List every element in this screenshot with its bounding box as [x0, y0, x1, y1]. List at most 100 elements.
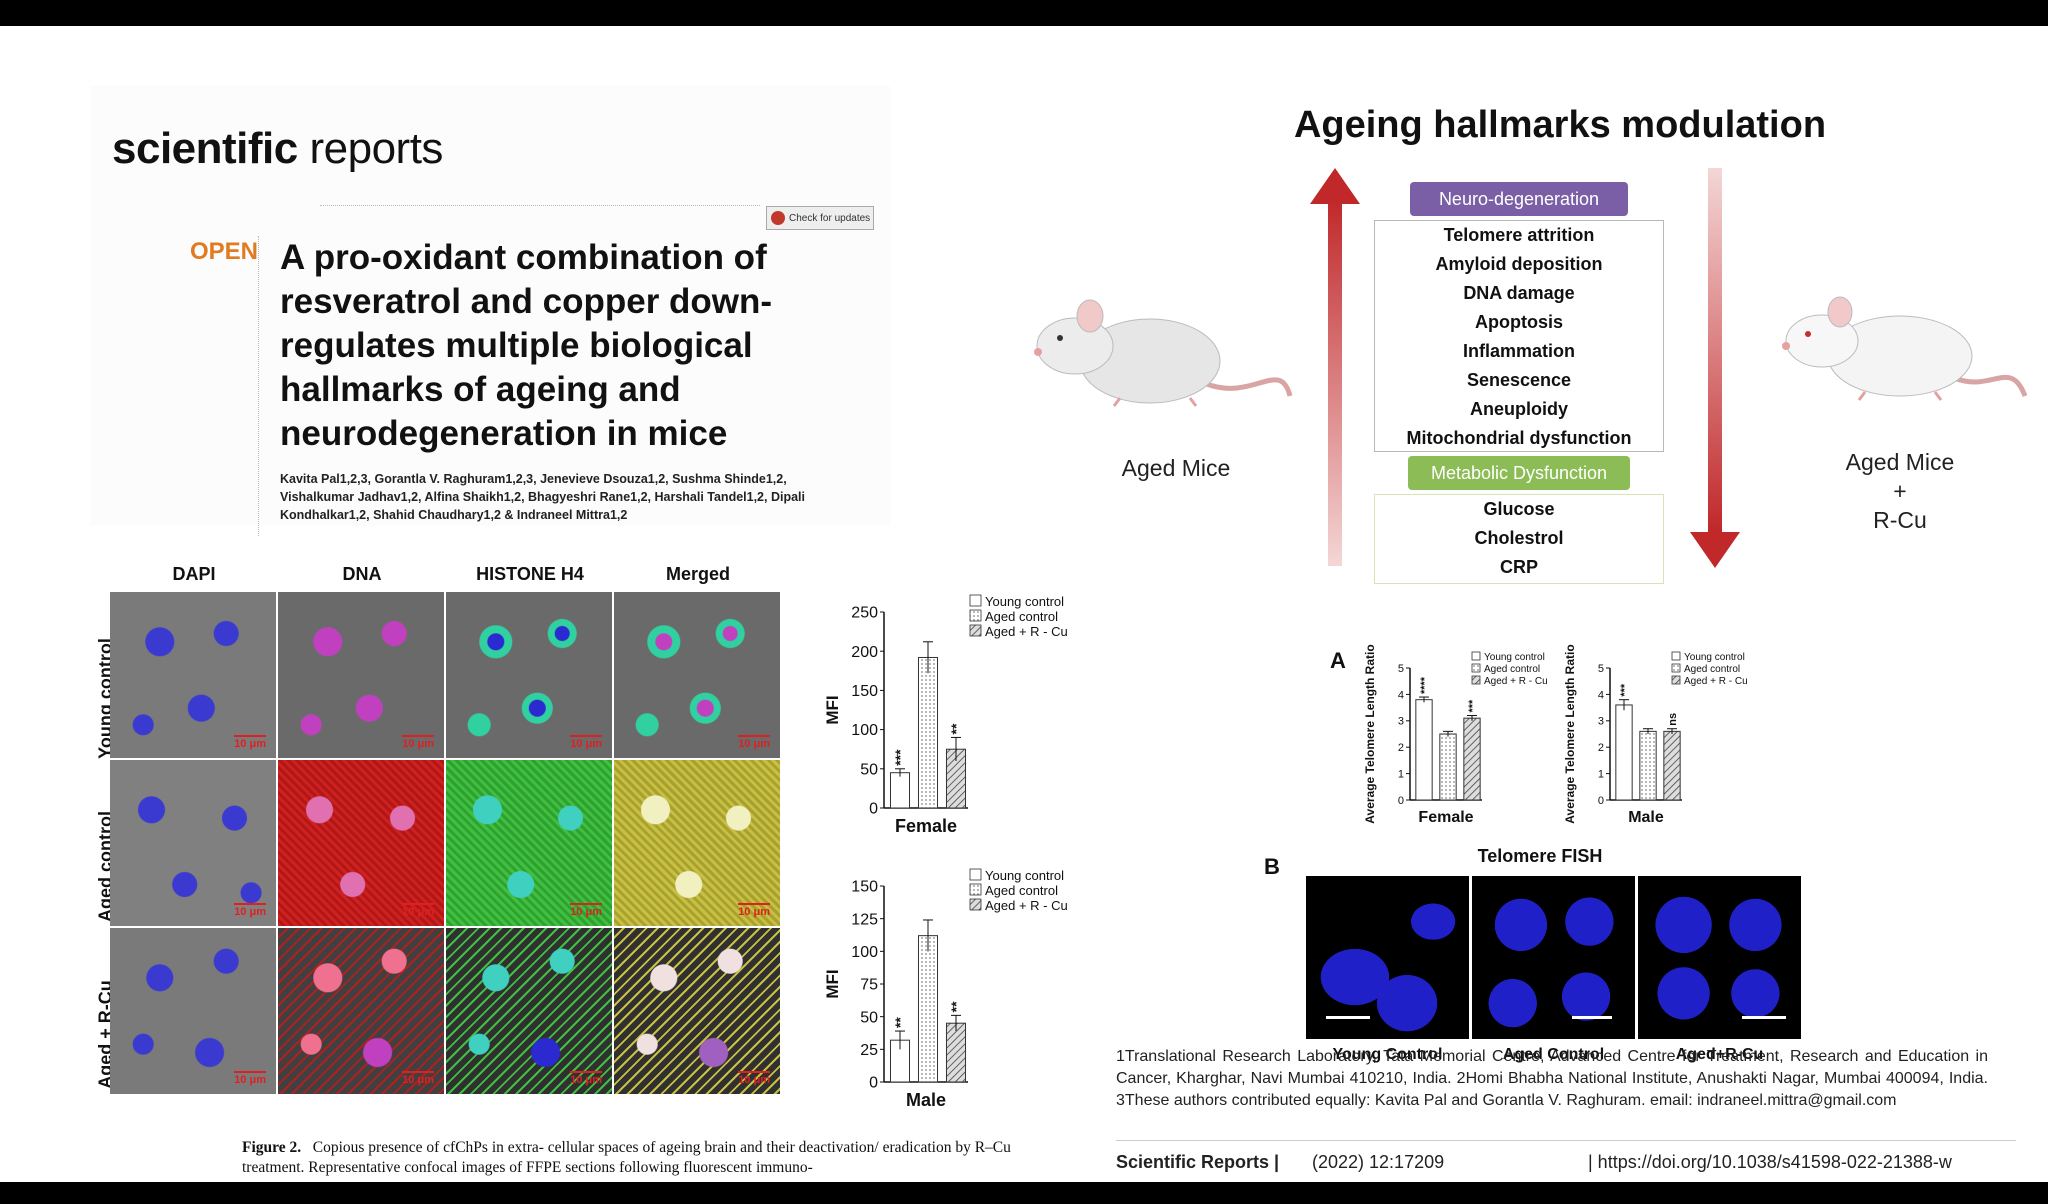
fish-image-young	[1306, 876, 1469, 1039]
y-tick-label: 100	[851, 944, 878, 961]
footer-rule	[1116, 1140, 2016, 1141]
header-vertical-rule	[258, 236, 259, 536]
chart-title: Male	[906, 1090, 946, 1106]
telomere-figure: A 0 1 2 3 4 5 Average Telomere Length Ratio ***…	[1250, 636, 1830, 1066]
y-tick-label: 200	[851, 644, 878, 661]
hallmark-item: Mitochondrial dysfunction	[1406, 428, 1632, 448]
y-tick-label: 0	[869, 801, 878, 818]
neuro-hallmarks-box: Telomere attrition Amyloid deposition DN…	[1374, 220, 1664, 452]
bar	[1415, 699, 1433, 801]
ageing-hallmarks-diagram: Ageing hallmarks modulation Aged Mice Ne…	[1020, 86, 2030, 606]
y-tick-label: 5	[1598, 663, 1604, 675]
micrograph-rcu-dna: 10 μm	[278, 928, 444, 1094]
legend-entry: Young control	[1484, 652, 1545, 663]
legend-swatch	[969, 594, 982, 607]
legend-swatch	[969, 624, 982, 637]
telomere-fish-title: Telomere FISH	[1477, 846, 1603, 866]
legend-swatch	[1671, 651, 1681, 661]
micrograph-aged-merged: 10 μm	[614, 760, 780, 926]
legend-swatch	[969, 883, 982, 896]
bar	[1639, 730, 1657, 801]
legend-entry: Aged + R - Cu	[985, 898, 1068, 913]
hallmark-item: Telomere attrition	[1443, 225, 1595, 245]
check-updates-icon	[771, 211, 785, 225]
y-tick-label: 75	[860, 977, 878, 994]
significance-label: ***	[892, 749, 908, 766]
check-updates-badge[interactable]: Check for updates	[766, 206, 874, 230]
y-tick-label: 0	[869, 1075, 878, 1092]
fish-label-rcu: Aged+R-Cu	[1675, 1046, 1764, 1063]
legend-entry: Aged control	[1484, 664, 1540, 675]
legend-entry: Aged control	[985, 883, 1058, 898]
y-tick-label: 0	[1598, 795, 1604, 807]
metabolic-item: CRP	[1499, 557, 1538, 577]
micrograph-young-merged: 10 μm	[614, 592, 780, 758]
metabolic-dysfunction-pill: Metabolic Dysfunction	[1408, 456, 1630, 490]
open-access-label: OPEN	[190, 238, 259, 265]
fish-image-aged	[1472, 876, 1635, 1039]
bar	[1663, 730, 1681, 801]
legend-swatch	[1671, 675, 1681, 685]
figure-2-caption: Figure 2. Copious presence of cfChPs in …	[242, 1139, 1011, 1176]
y-tick-label: 125	[851, 911, 878, 928]
y-tick-label: 5	[1398, 663, 1404, 675]
affiliations-text: 1Translational Research Laboratory, Tata…	[1116, 1048, 1988, 1109]
chart-title: Female	[895, 816, 957, 832]
y-tick-label: 1	[1598, 768, 1604, 780]
legend-swatch	[1671, 663, 1681, 673]
up-arrow	[1310, 168, 1360, 566]
micrograph-aged-histone: 10 μm	[446, 760, 612, 926]
neuro-degeneration-pill: Neuro-degeneration	[1410, 182, 1628, 216]
column-header-merged: Merged	[665, 564, 730, 584]
legend-swatch	[969, 609, 982, 622]
figure-2: DAPI DNA HISTONE H4 Merged Young control…	[30, 546, 1068, 1182]
y-tick-label: 3	[1598, 716, 1604, 728]
significance-label: **	[892, 1017, 908, 1028]
micrograph-young-histone: 10 μm	[446, 592, 612, 758]
y-tick-label: 2	[1598, 742, 1604, 754]
bar	[917, 656, 939, 809]
telomere-male-chart: 0 1 2 3 4 5 Average Telomere Length Ratio *** ns…	[1563, 644, 1748, 826]
paper-title: A pro-oxidant combination of resveratrol…	[280, 238, 773, 453]
treated-mouse-illustration	[1782, 296, 2028, 401]
bar	[1439, 733, 1457, 801]
header-divider	[320, 205, 760, 206]
y-tick-label: 25	[860, 1042, 878, 1059]
chart-title: Female	[1418, 809, 1473, 826]
y-tick-label: 1	[1398, 768, 1404, 780]
significance-label: **	[948, 723, 964, 734]
legend-swatch	[969, 898, 982, 911]
down-arrow	[1690, 168, 1740, 568]
panel-b-label: B	[1264, 854, 1280, 879]
legend-entry: Young control	[985, 594, 1064, 609]
bar	[1463, 717, 1481, 801]
bar	[889, 772, 911, 809]
y-tick-label: 250	[851, 605, 878, 622]
fish-label-aged: Aged Control	[1502, 1046, 1605, 1063]
chart-title: Male	[1628, 809, 1664, 826]
footer-volume: (2022) 12:17209	[1312, 1152, 1445, 1172]
hallmark-item: DNA damage	[1463, 283, 1575, 303]
legend-swatch	[969, 868, 982, 881]
aged-mice-rcu-label: Aged Mice + R-Cu	[1845, 449, 1955, 533]
legend-entry: Young control	[985, 868, 1064, 883]
y-tick-label: 3	[1398, 716, 1404, 728]
column-header-dapi: DAPI	[172, 564, 216, 584]
hallmark-item: Apoptosis	[1475, 312, 1563, 332]
footer-doi-link[interactable]: | https://doi.org/10.1038/s41598-022-213…	[1588, 1152, 1952, 1172]
y-tick-label: 2	[1398, 742, 1404, 754]
micrograph-aged-dna: 10 μm	[278, 760, 444, 926]
significance-label: ***	[1619, 683, 1631, 697]
bar	[917, 935, 939, 1083]
fish-image-rcu	[1638, 876, 1801, 1039]
y-tick-label: 100	[851, 722, 878, 739]
y-axis-label: Average Telomere Length Ratio	[1563, 644, 1577, 823]
y-tick-label: 150	[851, 683, 878, 700]
y-tick-label: 0	[1398, 795, 1404, 807]
legend-entry: Aged control	[1684, 664, 1740, 675]
y-tick-label: 4	[1598, 689, 1604, 701]
y-axis-label: Average Telomere Length Ratio	[1363, 644, 1377, 823]
significance-label: **	[948, 1001, 964, 1012]
